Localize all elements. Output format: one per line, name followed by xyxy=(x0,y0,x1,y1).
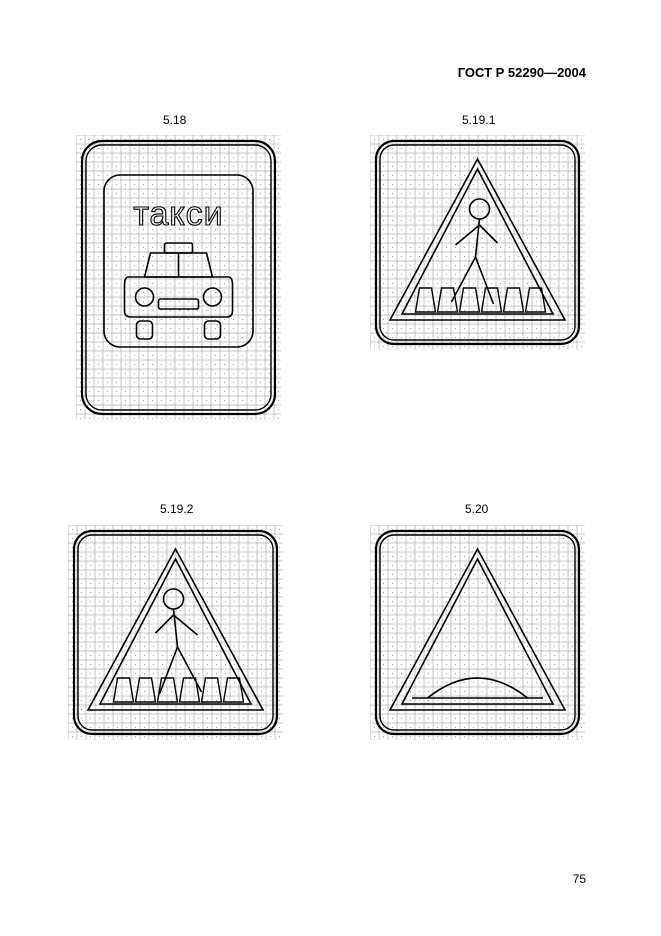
sign-label: 5.19.1 xyxy=(462,113,495,127)
sign-diagram xyxy=(68,525,283,740)
sign-diagram xyxy=(370,525,585,740)
sign-diagram: такси xyxy=(76,135,281,420)
sign-label: 5.19.2 xyxy=(160,502,193,516)
sign-label: 5.18 xyxy=(163,113,186,127)
sign-diagram xyxy=(370,135,585,350)
sign-label: 5.20 xyxy=(465,502,488,516)
svg-text:такси: такси xyxy=(133,195,223,233)
page-number: 75 xyxy=(573,872,586,886)
standard-code: ГОСТ Р 52290—2004 xyxy=(458,65,586,80)
